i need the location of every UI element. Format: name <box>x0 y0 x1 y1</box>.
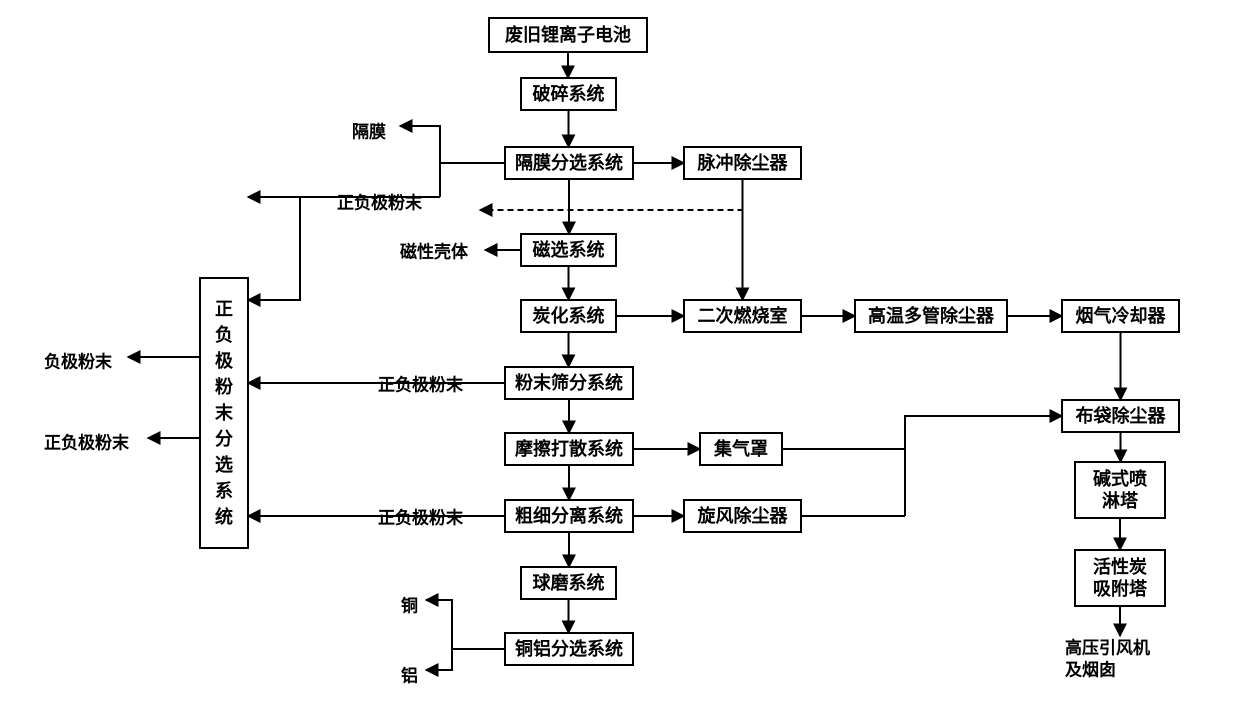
node-n_mag: 磁选系统 <box>521 234 616 266</box>
node-n_bag: 布袋除尘器 <box>1062 400 1179 432</box>
free-label: 高压引风机 <box>1065 638 1150 658</box>
node-label: 布袋除尘器 <box>1076 405 1167 426</box>
node-label: 统 <box>215 506 233 527</box>
node-n_cyc: 旋风除尘器 <box>684 500 801 532</box>
free-label: 磁性壳体 <box>400 242 469 262</box>
node-n_sort: 正负极粉末分选系统 <box>200 278 248 548</box>
node-label: 旋风除尘器 <box>697 505 789 526</box>
node-label: 淋塔 <box>1102 490 1139 511</box>
node-label: 废旧锂离子电池 <box>505 24 631 45</box>
node-label: 隔膜分选系统 <box>515 152 623 173</box>
free-label: 正负极粉末 <box>378 508 464 528</box>
free-label: 铜 <box>401 596 418 616</box>
node-label: 摩擦打散系统 <box>515 438 623 459</box>
node-label: 选 <box>215 455 233 475</box>
free-label: 正负极粉末 <box>378 375 464 395</box>
node-n_carb: 炭化系统 <box>521 300 616 332</box>
node-label: 磁选系统 <box>533 239 605 260</box>
node-n_coarse: 粗细分离系统 <box>505 500 633 532</box>
node-label: 集气罩 <box>713 438 768 459</box>
node-label: 破碎系统 <box>533 83 605 104</box>
flowchart: 废旧锂离子电池破碎系统隔膜分选系统脉冲除尘器磁选系统炭化系统二次燃烧室高温多管除… <box>0 0 1240 723</box>
free-label: 负极粉末 <box>44 352 113 372</box>
node-n_sieve: 粉末筛分系统 <box>505 367 633 399</box>
node-label: 粗细分离系统 <box>515 505 623 526</box>
node-n_sec: 二次燃烧室 <box>684 300 801 332</box>
node-n_cual: 铜铝分选系统 <box>505 633 633 665</box>
node-n_cool: 烟气冷却器 <box>1062 300 1179 332</box>
node-n_sep: 隔膜分选系统 <box>505 147 633 179</box>
node-n_fric: 摩擦打散系统 <box>505 433 633 465</box>
node-n_active: 活性炭吸附塔 <box>1075 550 1165 606</box>
free-label: 及烟囱 <box>1065 660 1116 680</box>
node-n_ball: 球磨系统 <box>521 567 616 599</box>
free-label: 铝 <box>401 666 418 686</box>
node-label: 系 <box>215 481 233 501</box>
node-n_pulse: 脉冲除尘器 <box>684 147 801 179</box>
node-label: 脉冲除尘器 <box>697 152 789 173</box>
node-label: 碱式喷 <box>1093 468 1147 489</box>
free-label: 隔膜 <box>352 122 386 142</box>
node-label: 正 <box>215 299 233 319</box>
free-label: 正负极粉末 <box>337 193 423 213</box>
node-label: 高温多管除尘器 <box>868 305 995 326</box>
node-n_input: 废旧锂离子电池 <box>489 18 647 52</box>
node-label: 极 <box>215 351 234 371</box>
node-label: 烟气冷却器 <box>1076 305 1167 326</box>
node-label: 粉末筛分系统 <box>515 372 623 393</box>
node-label: 铜铝分选系统 <box>515 638 623 659</box>
node-label: 活性炭 <box>1093 556 1147 577</box>
node-n_multi: 高温多管除尘器 <box>855 300 1007 332</box>
node-label: 负 <box>215 324 233 345</box>
free-label: 正负极粉末 <box>44 433 130 453</box>
node-label: 分 <box>215 429 233 449</box>
node-label: 粉 <box>215 376 233 397</box>
node-label: 吸附塔 <box>1093 578 1148 599</box>
node-label: 球磨系统 <box>533 572 605 593</box>
node-n_crush: 破碎系统 <box>521 78 616 110</box>
node-label: 二次燃烧室 <box>698 305 788 326</box>
node-n_spray: 碱式喷淋塔 <box>1075 462 1165 518</box>
node-n_hood: 集气罩 <box>700 433 782 465</box>
node-label: 炭化系统 <box>533 305 605 326</box>
node-label: 末 <box>215 402 234 423</box>
